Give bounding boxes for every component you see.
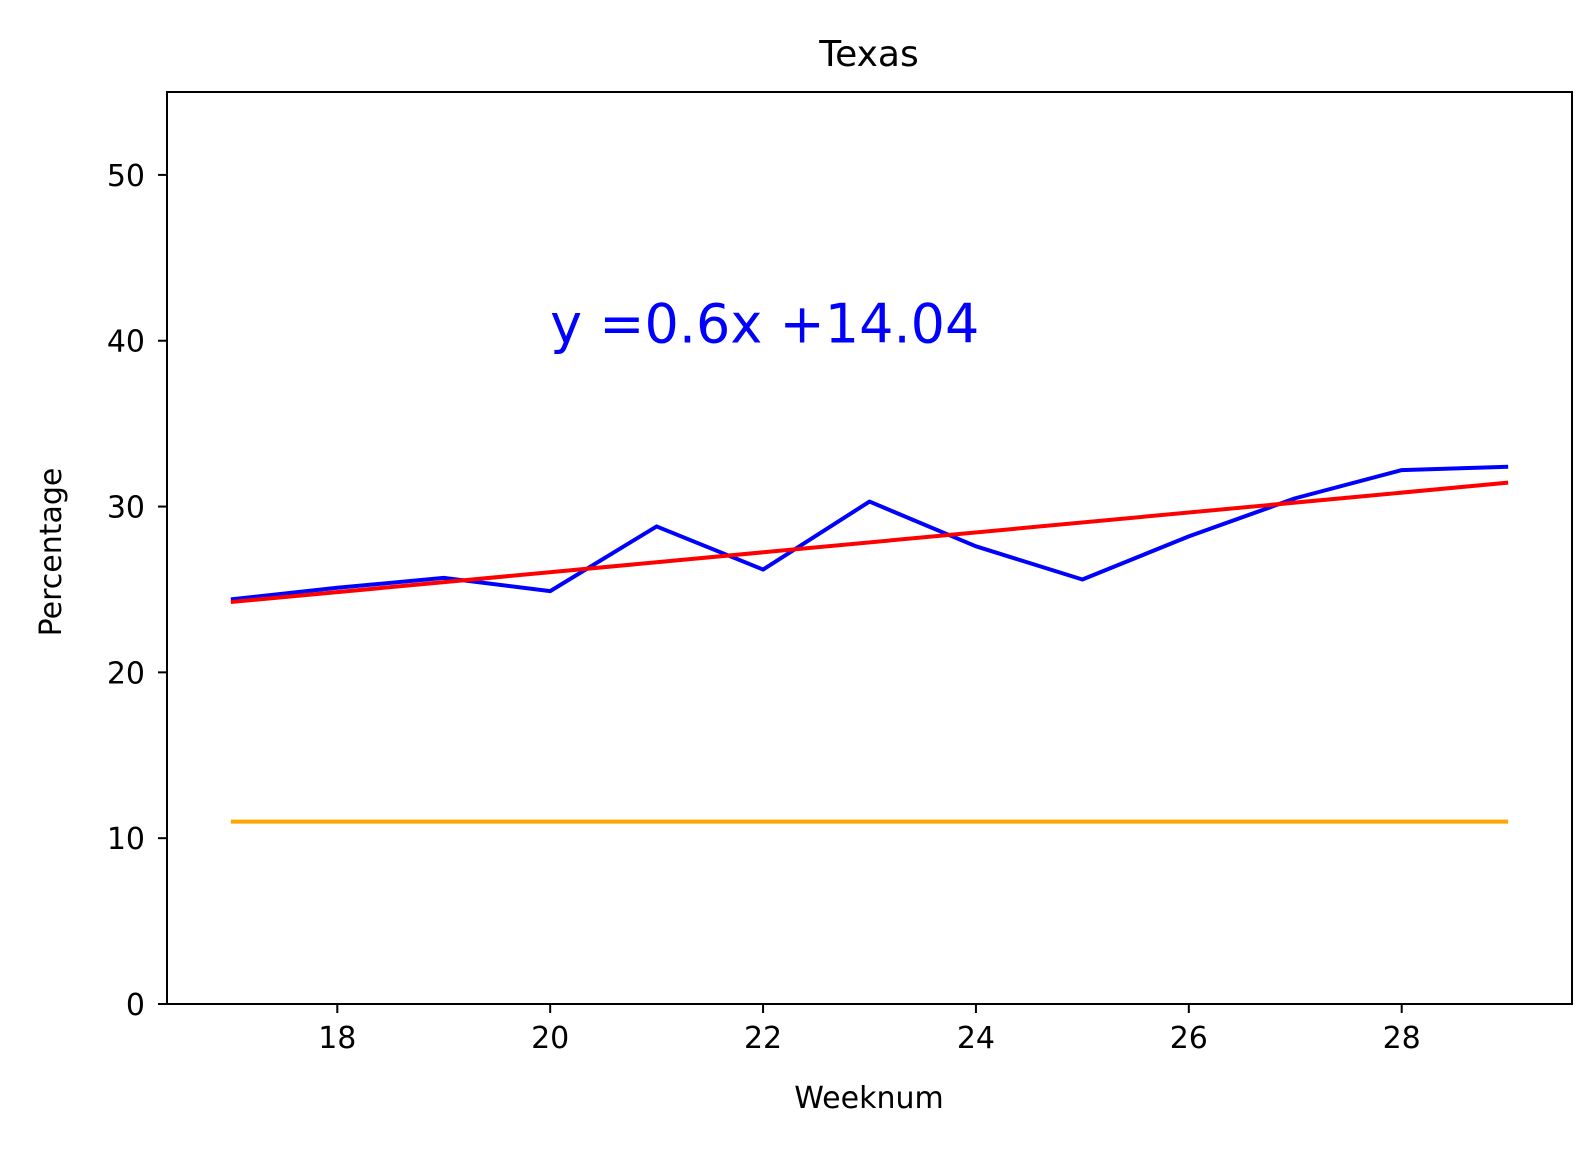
chart-title: Texas bbox=[818, 34, 919, 75]
y-axis: 0 10 20 30 40 50 bbox=[107, 159, 167, 1023]
y-tick-label: 10 bbox=[107, 822, 145, 857]
x-tick-label: 24 bbox=[957, 1021, 995, 1056]
x-axis-title: Weeknum bbox=[794, 1081, 943, 1116]
series-line-1 bbox=[230, 464, 1509, 602]
y-tick-label: 0 bbox=[126, 988, 145, 1023]
regression-equation-annotation: y =0.6x +14.04 bbox=[550, 293, 979, 356]
x-tick-label: 26 bbox=[1170, 1021, 1208, 1056]
x-tick-label: 22 bbox=[744, 1021, 782, 1056]
x-axis: 18 20 22 24 26 28 bbox=[318, 1004, 1421, 1056]
x-tick-label: 28 bbox=[1383, 1021, 1421, 1056]
plot-frame bbox=[166, 91, 1573, 1005]
y-axis-title: Percentage bbox=[34, 468, 69, 637]
series-line-2 bbox=[230, 480, 1509, 605]
x-tick-label: 18 bbox=[318, 1021, 356, 1056]
series-layer bbox=[230, 464, 1509, 824]
x-tick-label: 20 bbox=[531, 1021, 569, 1056]
y-tick-label: 50 bbox=[107, 159, 145, 194]
y-tick-label: 20 bbox=[107, 656, 145, 691]
y-tick-label: 40 bbox=[107, 325, 145, 360]
y-tick-label: 30 bbox=[107, 491, 145, 526]
